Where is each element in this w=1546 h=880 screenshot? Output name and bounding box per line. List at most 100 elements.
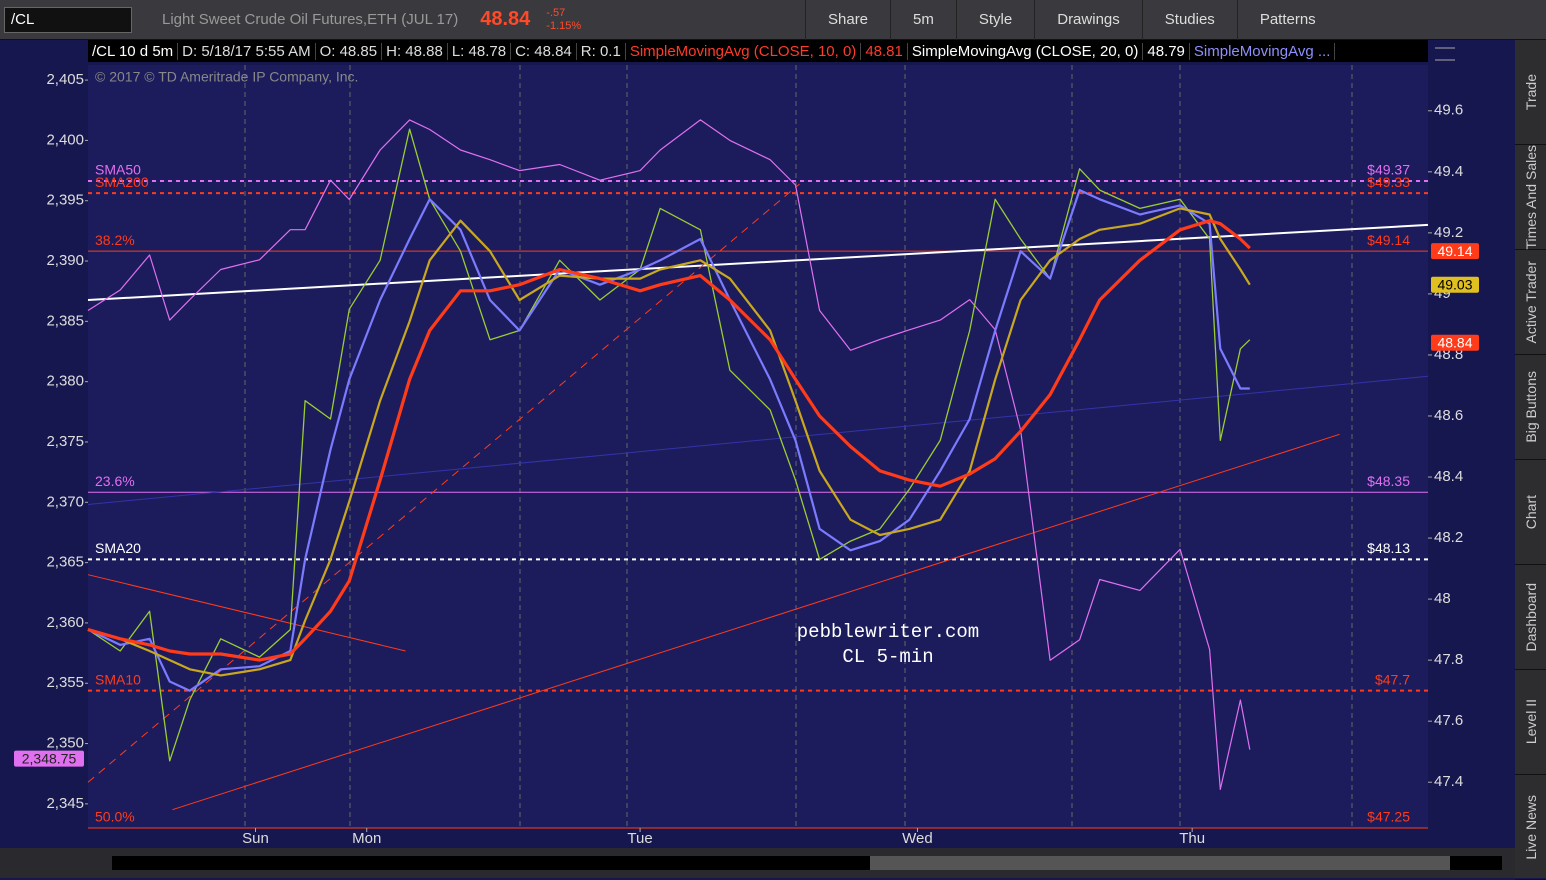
level-name: 50.0% <box>95 809 135 825</box>
chart: © 2017 © TD Ameritrade IP Company, Inc. … <box>14 47 1479 847</box>
side-tab[interactable]: Live News <box>1515 775 1546 880</box>
info-item: D: 5/18/17 5:55 AM <box>178 42 316 60</box>
y-tick-label: 2,370 <box>46 493 84 510</box>
change-pct: -1.15% <box>546 19 582 32</box>
toolbar-button[interactable]: Drawings <box>1034 0 1142 40</box>
series-line <box>87 219 1251 662</box>
y-tick-label: 2,395 <box>46 192 84 209</box>
side-tab[interactable]: Level II <box>1515 670 1546 775</box>
y-tick-label: 2,380 <box>46 373 84 390</box>
change: -.57 -1.15% <box>546 7 581 33</box>
side-tab-label[interactable]: Big Buttons <box>1522 371 1539 443</box>
y-tick-label: 2,375 <box>46 433 84 450</box>
info-item: SimpleMovingAvg ... <box>1190 42 1336 60</box>
toolbar-button[interactable]: Patterns <box>1236 0 1338 40</box>
y-tick-label: 2,345 <box>46 795 84 812</box>
y2-tick-label: 47.4 <box>1434 773 1463 790</box>
level-name: 23.6% <box>95 473 135 489</box>
side-tab-label[interactable]: Live News <box>1522 794 1539 860</box>
trendline <box>87 183 800 783</box>
toolbar-button[interactable]: Style <box>955 0 1034 40</box>
session-separators <box>244 65 1353 828</box>
level-value: $47.25 <box>1367 809 1410 825</box>
side-tab-label[interactable]: Level II <box>1522 699 1539 745</box>
trendline <box>172 433 1340 811</box>
trendline <box>87 574 406 652</box>
trendline <box>87 375 1429 505</box>
side-tab[interactable]: Chart <box>1515 460 1546 565</box>
side-tab-label[interactable]: Chart <box>1522 494 1539 530</box>
y-tick-label: 2,350 <box>46 735 84 752</box>
x-tick-label: Mon <box>352 830 381 847</box>
y2-tick-label: 47.6 <box>1434 712 1463 729</box>
side-tab-label[interactable]: Times And Sales <box>1522 144 1539 250</box>
last-price: 48.84 <box>480 8 531 30</box>
price-tag <box>1431 276 1479 293</box>
price-tag-label: 49.14 <box>1437 243 1472 259</box>
change-abs: -.57 <box>546 6 566 19</box>
y-tick-label: 2,385 <box>46 312 84 329</box>
level-name: SMA20 <box>95 540 141 556</box>
y2-tick-label: 49.2 <box>1434 224 1463 241</box>
side-tab[interactable]: Dashboard <box>1515 565 1546 670</box>
y-tick-label: 2,390 <box>46 252 84 269</box>
side-tab-label[interactable]: Trade <box>1522 73 1539 111</box>
toolbar-button[interactable]: Studies <box>1141 0 1237 40</box>
info-item: R: 0.1 <box>577 42 626 60</box>
info-item: SimpleMovingAvg (CLOSE, 10, 0) <box>626 42 862 60</box>
level-value: $48.13 <box>1367 540 1410 556</box>
toolbar-buttons: Share 5m Style Drawings Studies Patterns <box>805 0 1338 40</box>
info-bar: /CL 10 d 5m D: 5/18/17 5:55 AM O: 48.85 H: … <box>88 40 1428 62</box>
y2-tick-label: 48.4 <box>1434 468 1463 485</box>
level-value: $48.35 <box>1367 473 1410 489</box>
info-item: C: 48.84 <box>511 42 577 60</box>
y2-tick-label: 48.6 <box>1434 407 1463 424</box>
side-tab[interactable]: Big Buttons <box>1515 355 1546 460</box>
side-tab[interactable]: Trade <box>1515 40 1546 145</box>
y-tick-label: 2,400 <box>46 131 84 148</box>
series-line <box>87 128 1251 762</box>
left-price-tag <box>14 750 84 767</box>
series-line <box>87 207 1251 677</box>
x-tick-label: Tue <box>627 830 652 847</box>
info-item: 48.81 <box>861 42 908 60</box>
level-name: 38.2% <box>95 232 135 248</box>
plot-layer: SMA50 $49.37 SMA200 $49.33 38.2% $49.14 23.6% $… <box>87 119 1429 829</box>
info-item: SimpleMovingAvg (CLOSE, 20, 0) <box>908 42 1144 60</box>
info-item: H: 48.88 <box>382 42 448 60</box>
y2-tick-label: 48 <box>1434 590 1451 607</box>
copyright: © 2017 © TD Ameritrade IP Company, Inc. <box>95 69 358 85</box>
x-tick-label: Wed <box>902 830 933 847</box>
side-tab-label[interactable]: Active Trader <box>1522 260 1539 344</box>
y-tick-label: 2,360 <box>46 614 84 631</box>
info-item: O: 48.85 <box>316 42 383 60</box>
level-value: $49.14 <box>1367 232 1410 248</box>
side-tab[interactable]: Active Trader <box>1515 250 1546 355</box>
watermark: pebblewriter.com <box>797 621 979 643</box>
scroll-thumb[interactable] <box>870 856 1450 870</box>
price-tag-label: 49.03 <box>1437 276 1472 292</box>
level-value: $49.33 <box>1367 174 1410 190</box>
y2-tick-label: 49.6 <box>1434 102 1463 119</box>
toolbar: /CL Light Sweet Crude Oil Futures,ETH (J… <box>0 0 1546 40</box>
y2-tick-label: 48.2 <box>1434 529 1463 546</box>
toolbar-button[interactable]: Share <box>805 0 890 40</box>
side-tabs: Trade Times And Sales Active Trader Big But… <box>1515 40 1546 880</box>
side-tab-label[interactable]: Dashboard <box>1522 582 1539 652</box>
x-tick-label: Sun <box>242 830 269 847</box>
info-item: L: 48.78 <box>448 42 512 60</box>
symbol-box[interactable]: /CL <box>4 6 132 33</box>
level-value: $49.37 <box>1367 162 1410 178</box>
trendline <box>87 223 1429 302</box>
price-tag-label: 48.84 <box>1437 334 1472 350</box>
left-price-tag-label: 2,348.75 <box>22 750 77 766</box>
toolbar-button[interactable]: 5m <box>890 0 956 40</box>
info-item: 48.79 <box>1143 42 1190 60</box>
level-name: SMA10 <box>95 671 141 687</box>
level-value: $47.7 <box>1375 671 1410 687</box>
price-tag <box>1431 334 1479 351</box>
y2-tick-label: 49.4 <box>1434 163 1463 180</box>
y-tick-label: 2,405 <box>46 71 84 88</box>
side-tab[interactable]: Times And Sales <box>1515 145 1546 250</box>
